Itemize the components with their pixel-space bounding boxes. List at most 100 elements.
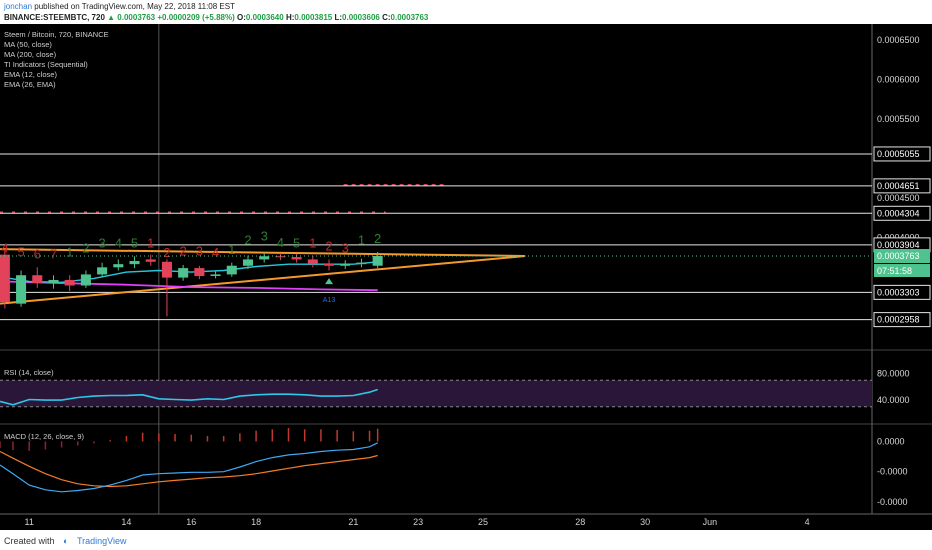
candle[interactable] [259,252,270,263]
countdown-label: 07:51:58 [877,266,912,276]
level-badge [873,146,931,162]
candle[interactable] [372,251,383,269]
candle-body [178,268,189,278]
candle[interactable] [291,253,302,263]
indicator-ema12[interactable]: EMA (12, close) [4,70,57,79]
x-tick-label: 11 [25,517,34,527]
sequential-count: 3 [196,243,203,258]
candle-body [48,279,59,284]
candle[interactable] [113,259,124,271]
candle-body [97,267,108,275]
buy-signal-arrow-icon [325,278,334,285]
candle-body [129,261,140,265]
candle[interactable] [0,249,10,309]
candle[interactable] [307,255,318,268]
candle-body [210,274,221,277]
x-tick-label: 16 [186,517,196,527]
candle[interactable] [242,255,254,269]
macd-tick-label: 0.0000 [877,436,905,446]
x-tick-label: 21 [348,517,358,527]
created-with-text: Created with [4,536,55,546]
symbol-line: BINANCE:STEEMBTC, 720 ▲ 0.0003763 +0.000… [4,13,428,22]
candle[interactable] [340,260,351,269]
candle[interactable] [129,256,140,269]
macd-title[interactable]: MACD (12, 26, close, 9) [4,432,85,441]
candle[interactable] [64,275,75,292]
x-tick-label: 4 [805,517,810,527]
ema-short-line[interactable] [4,261,378,284]
rsi-line[interactable] [0,388,378,406]
trendline[interactable] [0,248,526,258]
sequential-count: 4 [212,245,219,260]
candle[interactable] [275,253,286,261]
author-link[interactable]: jonchan [4,2,33,11]
change-text: +0.0000209 (+5.88%) [157,13,235,22]
level-label: 0.0004304 [877,208,920,218]
candle[interactable] [16,270,27,307]
rsi-tick-label: 80.0000 [877,369,910,379]
sequential-count: 5 [293,236,300,251]
sequential-count: 2 [163,245,170,260]
high-label: H: [285,13,295,22]
indicator-ma200[interactable]: MA (200, close) [4,50,57,59]
open-label: O: [237,13,246,22]
candle-body [145,259,156,262]
tradingview-logo-icon[interactable]: ◐ [63,536,69,546]
x-tick-label: 18 [251,517,261,527]
chart-canvas[interactable]: 0.0006500 0.0006000 0.0005500 0.0004500 0.00… [0,24,932,530]
candle[interactable] [194,265,205,280]
candle[interactable] [178,264,189,281]
indicator-ema26[interactable]: EMA (26, EMA) [4,80,56,89]
tradingview-link[interactable]: TradingView [77,536,127,546]
candle[interactable] [210,271,221,279]
sequential-count: 4 [1,240,8,255]
candle-body [16,275,27,304]
candle[interactable] [97,262,108,278]
candle-body [194,268,205,277]
level-badge [873,205,931,221]
macd-signal-line[interactable] [0,450,378,488]
sequential-count: 4 [277,235,284,250]
candle-body [324,263,335,266]
candle[interactable] [48,275,59,289]
candle-body [372,256,383,266]
candle[interactable] [161,259,172,317]
annotation-label: A13 [323,297,336,304]
price-pane[interactable]: 0.0006500 0.0006000 0.0005500 0.0004500 0.00… [0,24,932,514]
trendline[interactable] [0,255,526,305]
candle[interactable] [32,267,43,288]
candle[interactable] [145,254,156,266]
rsi-pane[interactable]: 80.0000 40.0000 [0,369,910,408]
level-badge [873,312,931,328]
indicator-ma50[interactable]: MA (50, close) [4,40,52,49]
level-label: 0.0002958 [877,315,920,325]
candle[interactable] [80,270,91,288]
sequential-count: 5 [131,236,138,251]
macd-line[interactable] [0,442,378,493]
header-bar: jonchan published on TradingView.com, Ma… [0,0,932,24]
ema-long-line[interactable] [4,280,378,292]
last-price-badge [874,249,930,264]
symbol-text: BINANCE:STEEMBTC, 720 [4,13,105,22]
y-tick-label: 0.0004000 [877,232,920,242]
indicator-ti-sequential[interactable]: TI Indicators (Sequential) [4,60,88,69]
last-price-label: 0.0003763 [877,251,920,261]
rsi-band [0,380,872,407]
candle[interactable] [324,259,335,271]
sequential-count: 2 [374,231,381,246]
candle-body [307,259,318,264]
sequential-count: 3 [342,240,349,255]
high-value: 0.0003815 [294,13,333,22]
legend: Steem / Bitcoin, 720, BINANCE MA (50, cl… [4,30,109,441]
candle-body [226,265,237,275]
sequential-count: 3 [261,228,268,243]
level-label: 0.0003904 [877,240,920,250]
candle-body [161,261,172,278]
level-label: 0.0004651 [877,181,920,191]
macd-pane[interactable]: 0.0000 -0.0000 -0.0000 [0,427,908,507]
candle-body [80,274,91,286]
candle[interactable] [226,262,237,277]
countdown-badge [874,264,930,278]
candle[interactable] [356,258,367,268]
rsi-title[interactable]: RSI (14, close) [4,368,54,377]
